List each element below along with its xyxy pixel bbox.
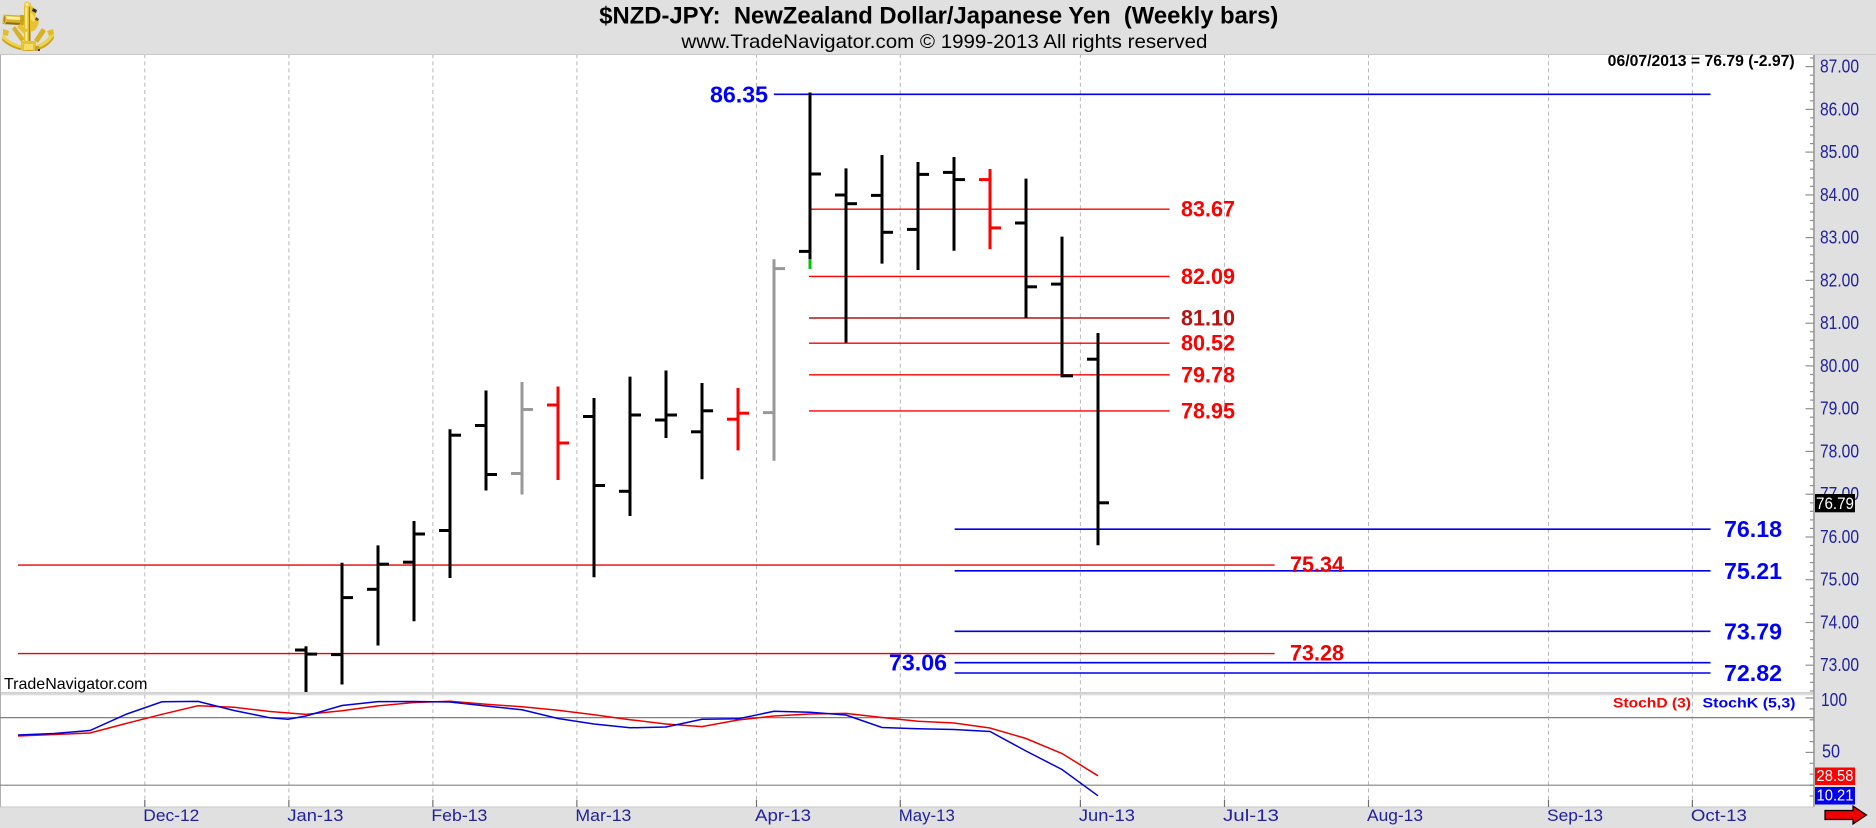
- svg-text:73.28: 73.28: [1290, 641, 1344, 666]
- svg-text:72.82: 72.82: [1724, 660, 1782, 686]
- svg-text:Sep-13: Sep-13: [1547, 806, 1603, 825]
- svg-text:StochD (3): StochD (3): [1613, 695, 1691, 711]
- svg-text:$NZD-JPY: NewZealand Dollar/J: $NZD-JPY: NewZealand Dollar/Japanese Yen…: [599, 3, 1278, 30]
- svg-text:Dec-12: Dec-12: [143, 806, 199, 825]
- svg-text:80.00: 80.00: [1820, 356, 1859, 376]
- svg-text:74.00: 74.00: [1820, 613, 1859, 633]
- svg-text:10.21: 10.21: [1817, 788, 1854, 805]
- svg-text:Mar-13: Mar-13: [575, 806, 631, 825]
- svg-text:Oct-13: Oct-13: [1691, 806, 1747, 825]
- svg-text:Apr-13: Apr-13: [755, 806, 811, 825]
- svg-text:TradeNavigator.com: TradeNavigator.com: [4, 676, 147, 693]
- svg-text:83.67: 83.67: [1181, 197, 1235, 222]
- svg-text:www.TradeNavigator.com © 1999-: www.TradeNavigator.com © 1999-2013 All r…: [680, 31, 1207, 53]
- svg-text:81.10: 81.10: [1181, 306, 1235, 331]
- svg-text:84.00: 84.00: [1820, 185, 1859, 205]
- svg-text:76.00: 76.00: [1820, 527, 1859, 547]
- svg-text:76.79: 76.79: [1816, 494, 1854, 513]
- svg-text:28.58: 28.58: [1817, 768, 1854, 785]
- svg-text:Feb-13: Feb-13: [431, 806, 487, 825]
- svg-text:79.00: 79.00: [1820, 399, 1859, 419]
- svg-text:86.35: 86.35: [710, 81, 768, 107]
- svg-text:87.00: 87.00: [1820, 57, 1859, 77]
- svg-text:78.95: 78.95: [1181, 398, 1235, 423]
- svg-text:75.21: 75.21: [1724, 558, 1782, 584]
- svg-text:Jun-13: Jun-13: [1079, 806, 1135, 825]
- svg-text:73.00: 73.00: [1820, 655, 1859, 675]
- svg-text:Aug-13: Aug-13: [1367, 806, 1423, 825]
- svg-text:73.06: 73.06: [889, 650, 947, 676]
- svg-text:80.52: 80.52: [1181, 331, 1235, 356]
- svg-text:75.34: 75.34: [1290, 552, 1345, 577]
- svg-text:76.18: 76.18: [1724, 516, 1782, 542]
- svg-text:100: 100: [1821, 690, 1847, 710]
- svg-text:06/07/2013 = 76.79 (-2.97): 06/07/2013 = 76.79 (-2.97): [1608, 53, 1795, 70]
- svg-text:Jan-13: Jan-13: [287, 806, 343, 825]
- svg-text:81.00: 81.00: [1820, 313, 1859, 333]
- svg-text:75.00: 75.00: [1820, 570, 1859, 590]
- svg-text:82.09: 82.09: [1181, 264, 1235, 289]
- svg-text:73.79: 73.79: [1724, 618, 1782, 644]
- svg-text:79.78: 79.78: [1181, 362, 1235, 387]
- svg-text:86.00: 86.00: [1820, 99, 1859, 119]
- svg-text:StochK (5,3): StochK (5,3): [1703, 695, 1796, 711]
- svg-text:85.00: 85.00: [1820, 142, 1859, 162]
- svg-text:May-13: May-13: [899, 806, 955, 825]
- svg-text:Jul-13: Jul-13: [1223, 806, 1279, 825]
- svg-text:82.00: 82.00: [1820, 270, 1859, 290]
- svg-text:78.00: 78.00: [1820, 441, 1859, 461]
- svg-text:50: 50: [1822, 741, 1840, 761]
- svg-text:83.00: 83.00: [1820, 228, 1859, 248]
